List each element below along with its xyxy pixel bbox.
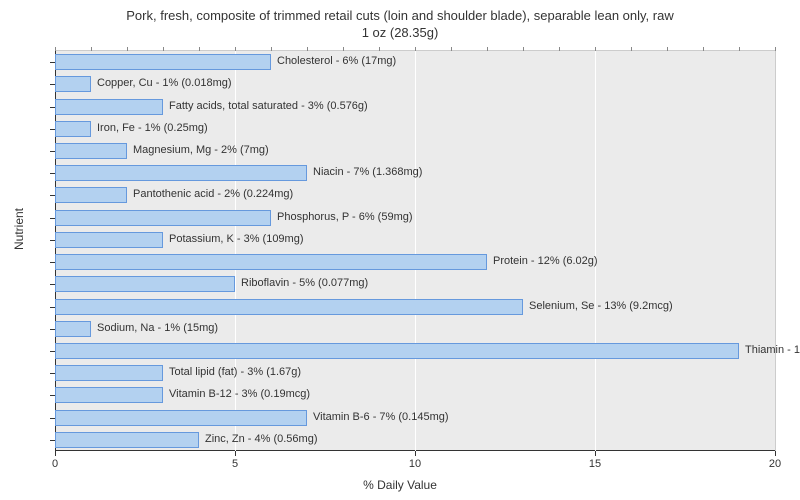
- minor-tick: [775, 47, 776, 51]
- bar-row: Vitamin B-12 - 3% (0.19mcg): [55, 386, 775, 404]
- bar-row: Vitamin B-6 - 7% (0.145mg): [55, 409, 775, 427]
- bar-label: Thiamin - 19% (0.278mg): [745, 344, 800, 356]
- x-tick: [595, 451, 596, 456]
- bar: [55, 76, 91, 92]
- x-tick-label: 5: [232, 458, 238, 470]
- minor-tick: [55, 47, 56, 51]
- bar-label: Sodium, Na - 1% (15mg): [97, 322, 218, 334]
- minor-tick: [415, 47, 416, 51]
- bar: [55, 432, 199, 448]
- bar-label: Pantothenic acid - 2% (0.224mg): [133, 188, 293, 200]
- minor-tick: [271, 47, 272, 51]
- bar-row: Riboflavin - 5% (0.077mg): [55, 275, 775, 293]
- bar: [55, 99, 163, 115]
- bar-label: Magnesium, Mg - 2% (7mg): [133, 144, 269, 156]
- minor-tick: [379, 47, 380, 51]
- minor-tick: [739, 47, 740, 51]
- bar: [55, 365, 163, 381]
- minor-tick: [703, 47, 704, 51]
- bar: [55, 187, 127, 203]
- x-tick: [235, 451, 236, 456]
- bar-label: Selenium, Se - 13% (9.2mcg): [529, 300, 673, 312]
- minor-tick: [127, 47, 128, 51]
- x-tick-label: 10: [409, 458, 421, 470]
- bar-label: Cholesterol - 6% (17mg): [277, 55, 396, 67]
- bar: [55, 299, 523, 315]
- plot-area: Cholesterol - 6% (17mg) Copper, Cu - 1% (…: [55, 50, 776, 451]
- bar-row: Sodium, Na - 1% (15mg): [55, 320, 775, 338]
- bar-row: Fatty acids, total saturated - 3% (0.576…: [55, 98, 775, 116]
- minor-tick: [595, 47, 596, 51]
- bar: [55, 343, 739, 359]
- minor-tick: [559, 47, 560, 51]
- minor-tick: [667, 47, 668, 51]
- x-tick: [775, 451, 776, 456]
- bar: [55, 387, 163, 403]
- nutrient-chart: Pork, fresh, composite of trimmed retail…: [0, 0, 800, 500]
- chart-title: Pork, fresh, composite of trimmed retail…: [0, 0, 800, 46]
- minor-tick: [487, 47, 488, 51]
- x-tick-label: 20: [769, 458, 781, 470]
- bar: [55, 54, 271, 70]
- bar-row: Copper, Cu - 1% (0.018mg): [55, 75, 775, 93]
- bar-label: Vitamin B-6 - 7% (0.145mg): [313, 411, 449, 423]
- x-tick: [55, 451, 56, 456]
- bar: [55, 276, 235, 292]
- bar-row: Iron, Fe - 1% (0.25mg): [55, 120, 775, 138]
- bar-label: Niacin - 7% (1.368mg): [313, 166, 422, 178]
- bar-label: Copper, Cu - 1% (0.018mg): [97, 77, 232, 89]
- bar-row: Total lipid (fat) - 3% (1.67g): [55, 364, 775, 382]
- bar: [55, 121, 91, 137]
- x-tick-label: 0: [52, 458, 58, 470]
- bar: [55, 232, 163, 248]
- bar: [55, 254, 487, 270]
- minor-tick: [91, 47, 92, 51]
- title-line-2: 1 oz (28.35g): [362, 25, 439, 40]
- bar: [55, 410, 307, 426]
- bar-row: Thiamin - 19% (0.278mg): [55, 342, 775, 360]
- minor-tick: [451, 47, 452, 51]
- bar-label: Iron, Fe - 1% (0.25mg): [97, 122, 208, 134]
- bar: [55, 143, 127, 159]
- bar-label: Vitamin B-12 - 3% (0.19mcg): [169, 388, 310, 400]
- minor-tick: [343, 47, 344, 51]
- bar-label: Potassium, K - 3% (109mg): [169, 233, 304, 245]
- x-tick: [415, 451, 416, 456]
- minor-tick: [199, 47, 200, 51]
- x-axis-label: % Daily Value: [0, 478, 800, 492]
- bar-label: Zinc, Zn - 4% (0.56mg): [205, 433, 317, 445]
- bar-row: Magnesium, Mg - 2% (7mg): [55, 142, 775, 160]
- bar-label: Total lipid (fat) - 3% (1.67g): [169, 366, 301, 378]
- minor-tick: [163, 47, 164, 51]
- bar-row: Niacin - 7% (1.368mg): [55, 164, 775, 182]
- bar-label: Phosphorus, P - 6% (59mg): [277, 211, 413, 223]
- bar-row: Zinc, Zn - 4% (0.56mg): [55, 431, 775, 449]
- bar-label: Protein - 12% (6.02g): [493, 255, 598, 267]
- bar: [55, 321, 91, 337]
- minor-tick: [235, 47, 236, 51]
- bar-row: Selenium, Se - 13% (9.2mcg): [55, 298, 775, 316]
- bar: [55, 210, 271, 226]
- bar-row: Cholesterol - 6% (17mg): [55, 53, 775, 71]
- bar-label: Riboflavin - 5% (0.077mg): [241, 277, 368, 289]
- minor-tick: [307, 47, 308, 51]
- y-axis-label: Nutrient: [12, 208, 26, 250]
- bar-row: Phosphorus, P - 6% (59mg): [55, 209, 775, 227]
- bar-label: Fatty acids, total saturated - 3% (0.576…: [169, 100, 368, 112]
- bar: [55, 165, 307, 181]
- minor-tick: [631, 47, 632, 51]
- bar-row: Protein - 12% (6.02g): [55, 253, 775, 271]
- x-tick-label: 15: [589, 458, 601, 470]
- bar-row: Pantothenic acid - 2% (0.224mg): [55, 186, 775, 204]
- bar-row: Potassium, K - 3% (109mg): [55, 231, 775, 249]
- title-line-1: Pork, fresh, composite of trimmed retail…: [126, 8, 673, 23]
- minor-tick: [523, 47, 524, 51]
